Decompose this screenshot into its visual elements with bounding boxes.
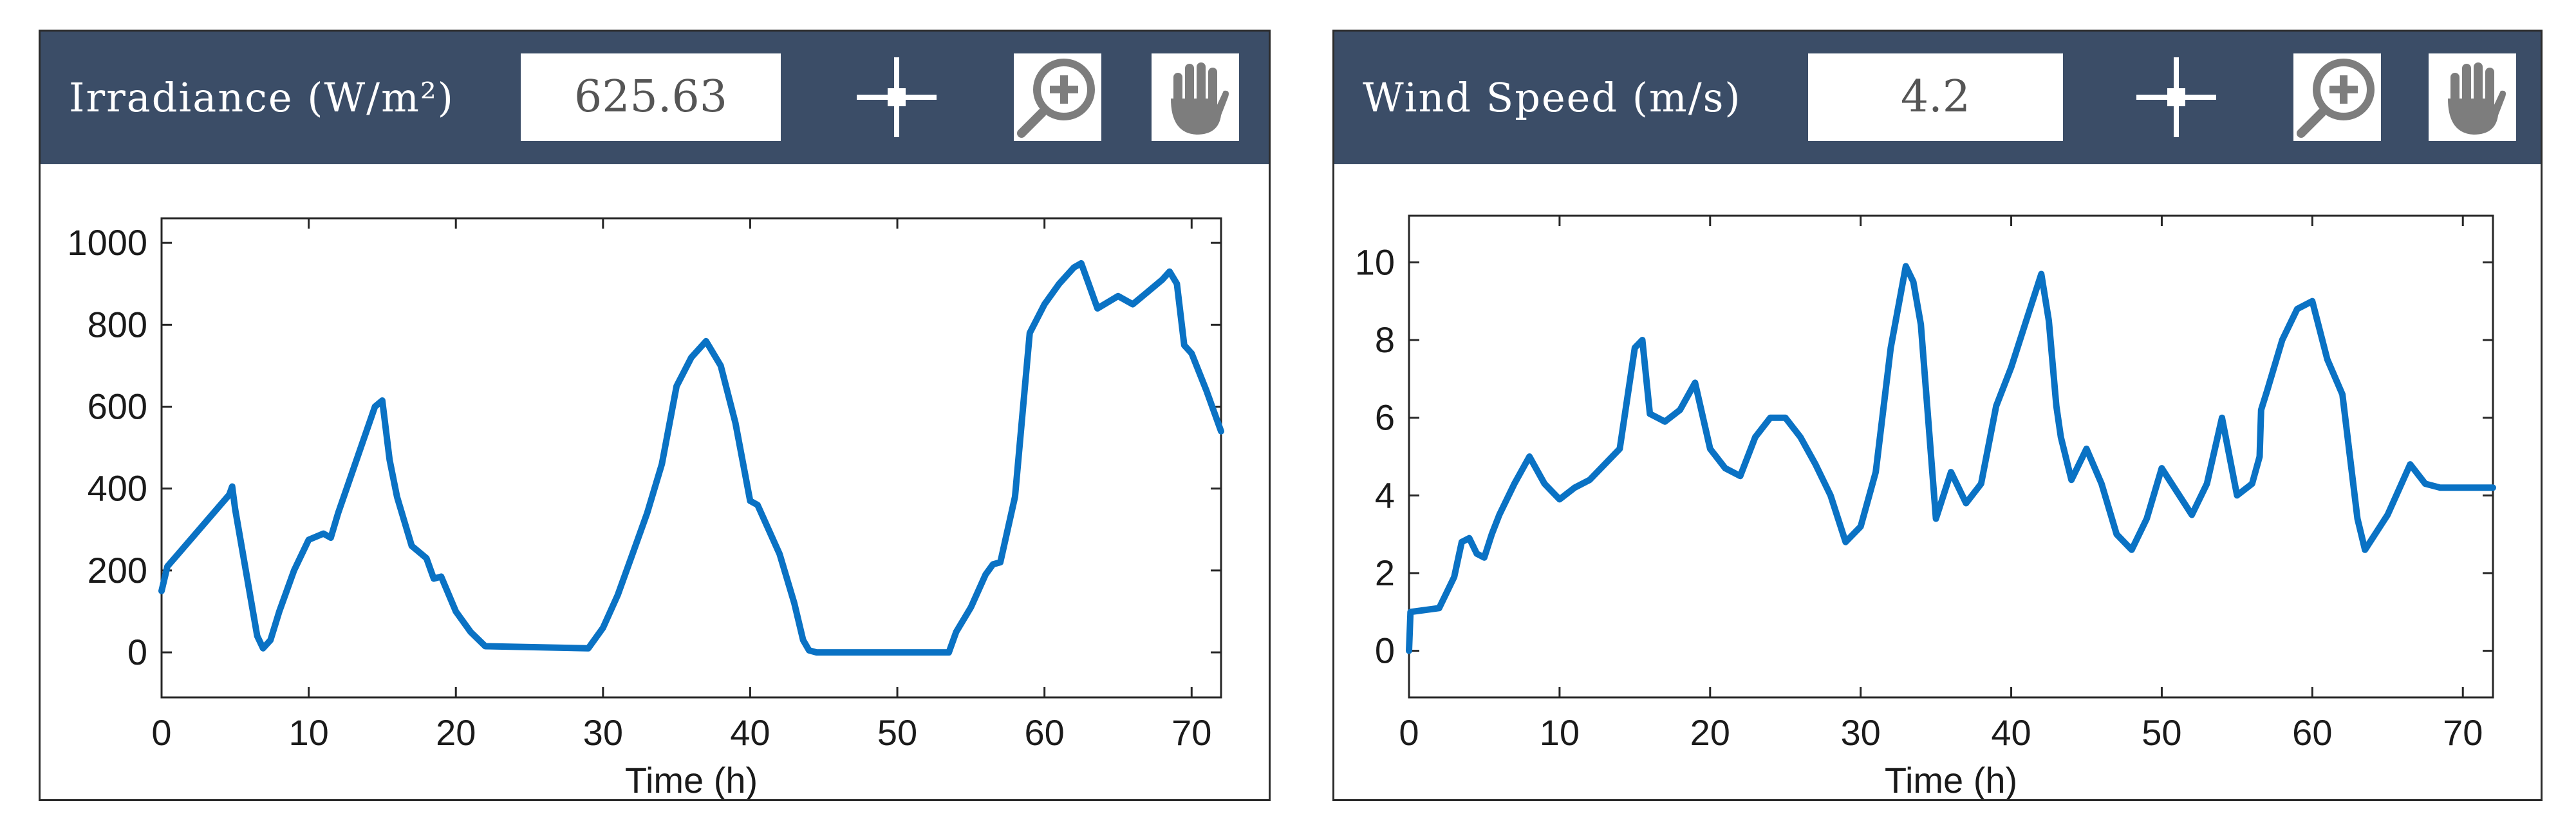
wind-speed-chart: 0 10 20 30 40 50 60 70 0 2 4 6 8 10 Time (h) (1355, 214, 2496, 799)
x-tick-label: 70 (2443, 712, 2483, 753)
y-tick-label: 0 (1375, 630, 1395, 671)
y-tick-label: 0 (127, 632, 147, 672)
y-tick-label: 800 (88, 304, 147, 345)
x-tick-label: 10 (1540, 712, 1580, 753)
x-tick-label: 40 (1991, 712, 2031, 753)
y-tick-label: 10 (1355, 241, 1395, 282)
irradiance-panel: Irradiance (W/m²) 625.63 (39, 30, 1271, 801)
plot-area (1408, 214, 2494, 699)
x-tick-label: 50 (877, 712, 917, 753)
x-tick-label: 10 (288, 712, 328, 753)
x-tick-label: 70 (1171, 712, 1211, 753)
y-tick-label: 400 (88, 468, 147, 509)
value-display[interactable]: 625.63 (521, 53, 781, 141)
zoom-in-icon[interactable] (2293, 53, 2381, 141)
x-tick-label: 50 (2142, 712, 2181, 753)
wind-speed-panel: Wind Speed (m/s) 4.2 (1332, 30, 2543, 801)
y-tick-label: 200 (88, 550, 147, 591)
value-display[interactable]: 4.2 (1808, 53, 2063, 141)
plot-area (160, 217, 1222, 699)
series-line (1406, 263, 2496, 654)
x-tick-label: 60 (1025, 712, 1065, 753)
panel-header: Wind Speed (m/s) 4.2 (1334, 32, 2541, 164)
y-tick-label: 6 (1375, 397, 1395, 438)
pan-hand-icon[interactable] (1152, 53, 1239, 141)
x-axis-label: Time (h) (625, 760, 758, 799)
y-tick-label: 600 (88, 386, 147, 427)
x-tick-label: 20 (436, 712, 476, 753)
x-tick-label: 0 (151, 712, 171, 753)
y-tick-label: 8 (1375, 319, 1395, 360)
crosshair-icon[interactable] (2133, 53, 2220, 141)
x-tick-label: 40 (730, 712, 770, 753)
x-tick-label: 20 (1690, 712, 1730, 753)
y-tick-label: 1000 (67, 222, 147, 263)
crosshair-icon[interactable] (853, 53, 940, 141)
zoom-in-icon[interactable] (1014, 53, 1101, 141)
irradiance-chart: 0 10 20 30 40 50 60 70 0 200 400 600 800 1000 Time (h) (67, 217, 1224, 799)
x-tick-label: 60 (2292, 712, 2332, 753)
x-tick-label: 30 (1841, 712, 1881, 753)
x-axis-label: Time (h) (1885, 760, 2017, 799)
x-tick-label: 30 (583, 712, 623, 753)
y-tick-label: 2 (1375, 553, 1395, 593)
y-tick-label: 4 (1375, 475, 1395, 515)
x-tick-label: 0 (1399, 712, 1419, 753)
panel-title: Wind Speed (m/s) (1363, 74, 1742, 121)
panel-title: Irradiance (W/m²) (69, 74, 454, 121)
series-line (158, 260, 1224, 656)
panel-header: Irradiance (W/m²) 625.63 (41, 32, 1269, 164)
pan-hand-icon[interactable] (2429, 53, 2516, 141)
